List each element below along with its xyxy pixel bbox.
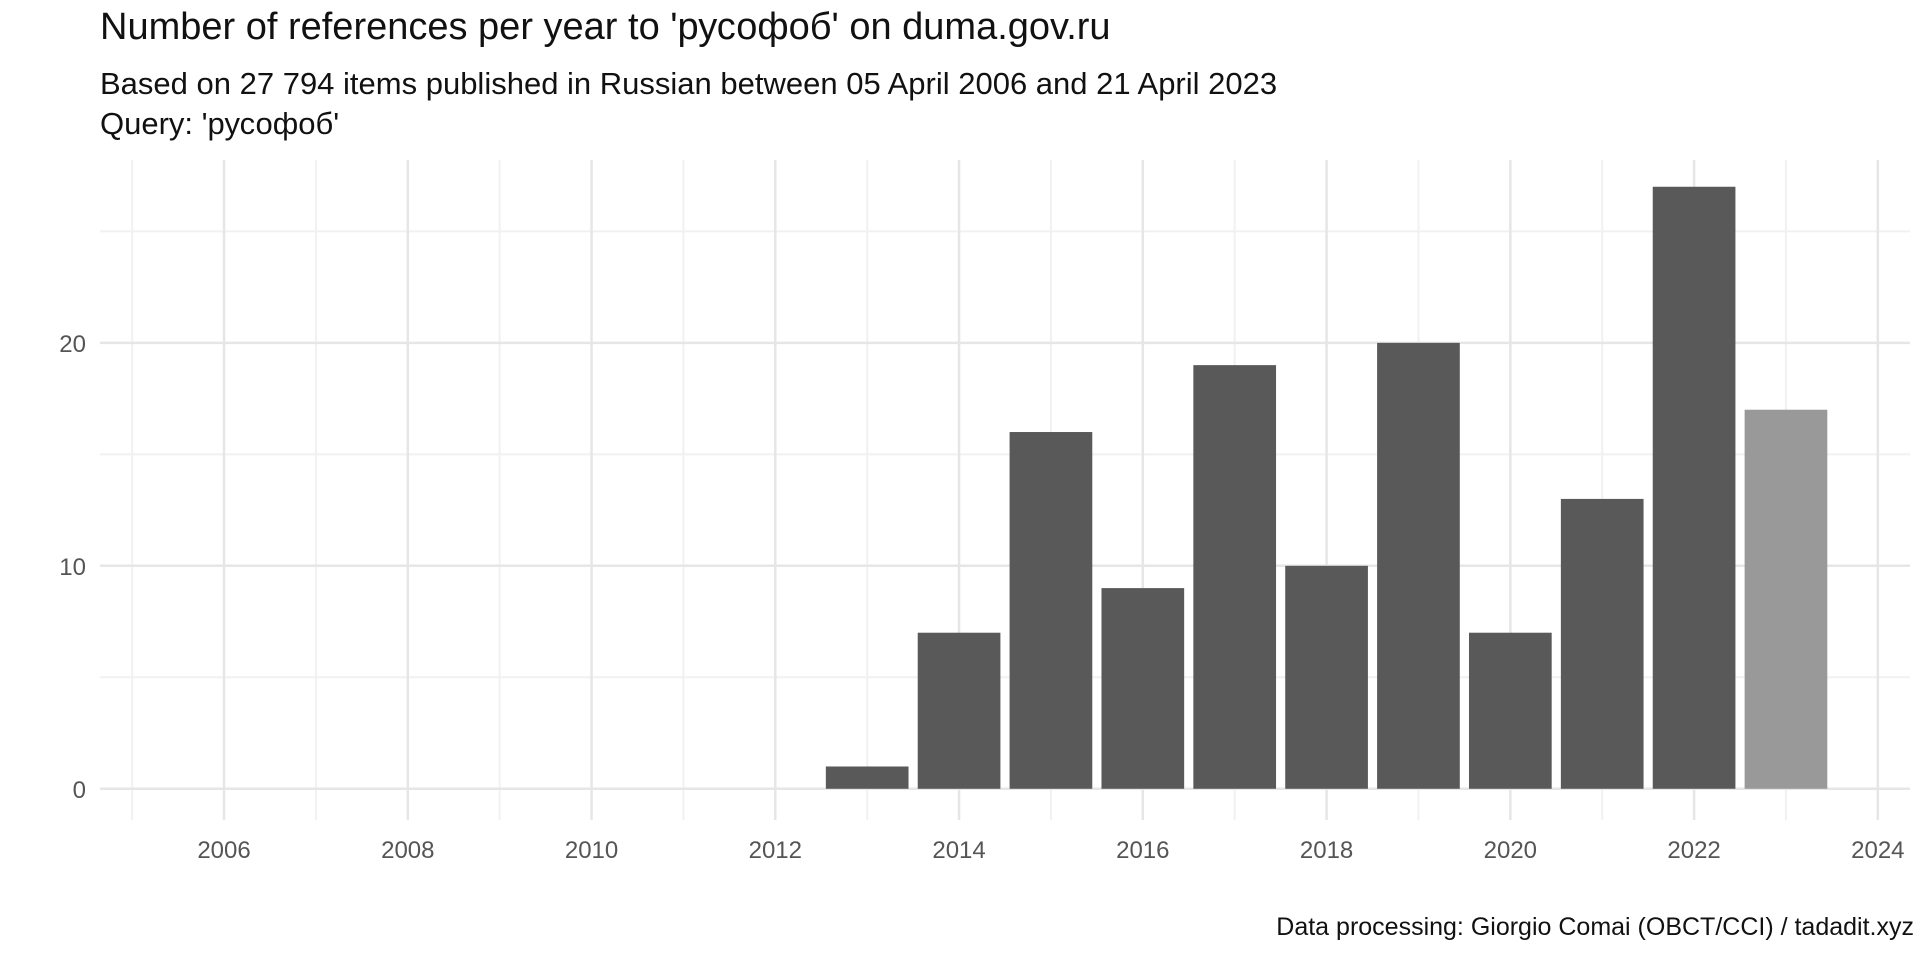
y-tick-label: 20 [59,331,86,358]
x-tick-label: 2010 [565,837,618,864]
x-tick-label: 2016 [1116,837,1169,864]
bar-2020 [1468,632,1552,789]
y-tick-label: 10 [59,554,86,581]
chart-subtitle: Based on 27 794 items published in Russi… [100,66,1278,101]
bar-2018 [1285,565,1368,789]
bar-2022 [1652,186,1736,789]
x-tick-label: 2012 [749,837,802,864]
x-tick-label: 2022 [1667,837,1720,864]
x-tick-label: 2024 [1851,837,1904,864]
bar-2016 [1101,588,1185,789]
chart-title: Number of references per year to 'русофо… [100,6,1111,48]
x-tick-label: 2008 [381,837,434,864]
bar-2017 [1193,365,1277,789]
bar-2019 [1377,342,1460,789]
y-tick-label: 0 [73,777,86,804]
bar-2013 [825,766,909,789]
chart-query: Query: 'русофоб' [100,106,340,141]
chart-caption: Data processing: Giorgio Comai (OBCT/CCI… [1276,913,1914,941]
bar-2021 [1560,498,1644,789]
x-tick-label: 2018 [1300,837,1353,864]
bar-2014 [917,632,1001,789]
bar-2023 [1744,409,1828,789]
bar-2015 [1009,432,1093,789]
x-tick-label: 2006 [197,837,250,864]
x-tick-label: 2020 [1484,837,1537,864]
x-tick-label: 2014 [932,837,985,864]
